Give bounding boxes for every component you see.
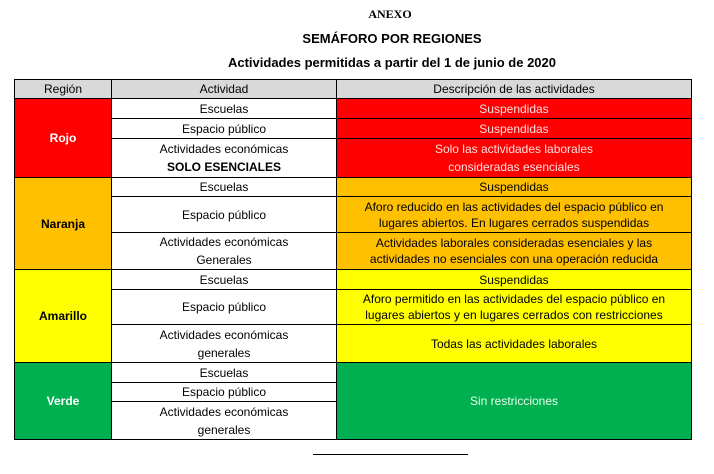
activity-label: Actividades económicas (159, 235, 289, 249)
activity-note: generales (197, 422, 251, 437)
description-cell: Solo las actividades laborales considera… (336, 138, 692, 178)
region-verde: Verde (14, 362, 112, 440)
description-cell: Aforo reducido en las actividades del es… (336, 196, 692, 233)
document-subtitle: Actividades permitidas a partir del 1 de… (227, 55, 556, 70)
region-amarillo: Amarillo (14, 269, 112, 363)
activity-note: Generales (196, 253, 252, 267)
column-header-activity: Actividad (111, 79, 337, 99)
activity-label: Actividades económicas (159, 142, 289, 156)
table-row: Verde Escuelas Sin restricciones (14, 362, 692, 440)
activity-cell: Actividades económicas Generales (111, 232, 337, 270)
activity-note: SOLO ESENCIALES (166, 160, 282, 174)
description-cell: Suspendidas (336, 269, 692, 290)
table-row: Amarillo Escuelas Suspendidas (14, 269, 692, 363)
column-header-description: Descripción de las actividades (336, 79, 692, 99)
table-header-row: Región Actividad Descripción de las acti… (14, 79, 692, 99)
description-cell: Actividades laborales consideradas esenc… (336, 232, 692, 270)
description-cell: Suspendidas (336, 177, 692, 197)
table-row: Naranja Escuelas Suspendidas (14, 177, 692, 270)
activity-note: generales (197, 345, 251, 360)
activity-cell: Espacio público (111, 289, 337, 325)
activity-cell: Escuelas (111, 98, 337, 119)
activity-cell: Actividades económicas generales (111, 324, 337, 363)
table-row: Actividades económicas generales (15, 401, 692, 440)
activity-cell: Escuelas (111, 177, 337, 197)
activity-cell: Escuelas (111, 362, 337, 383)
table-row: Actividades económicas generales Todas l… (15, 324, 692, 363)
description-cell: Aforo permitido en las actividades del e… (336, 289, 692, 325)
activity-cell: Actividades económicas SOLO ESENCIALES (111, 138, 337, 178)
activity-cell: Espacio público (111, 196, 337, 233)
column-header-region: Región (14, 79, 112, 99)
document-title: SEMÁFORO POR REGIONES (302, 31, 482, 46)
annex-label: ANEXO (368, 7, 412, 21)
activity-cell: Escuelas (111, 269, 337, 290)
table-row: Actividades económicas Generales Activid… (15, 232, 692, 270)
table-row: Rojo Escuelas Suspendidas (14, 98, 692, 178)
description-cell: Suspendidas (336, 98, 692, 119)
traffic-light-table: Región Actividad Descripción de las acti… (14, 79, 692, 440)
region-rojo: Rojo (14, 98, 112, 178)
description-line: consideradas esenciales (448, 160, 580, 174)
table-row: Espacio público Aforo reducido en las ac… (15, 196, 692, 233)
description-cell: Suspendidas (336, 118, 692, 139)
activity-cell: Espacio público (111, 118, 337, 139)
description-line: Solo las actividades laborales (434, 142, 594, 156)
table-row: Actividades económicas SOLO ESENCIALES S… (15, 138, 692, 178)
description-cell: Sin restricciones (336, 362, 692, 440)
region-naranja: Naranja (14, 177, 112, 270)
activity-label: Actividades económicas (159, 327, 289, 342)
description-cell: Todas las actividades laborales (336, 324, 692, 363)
activity-label: Actividades económicas (159, 404, 289, 419)
table-row: Espacio público Suspendidas (15, 118, 692, 139)
table-row: Espacio público (15, 382, 692, 402)
activity-cell: Espacio público (111, 382, 337, 402)
table-row: Espacio público Aforo permitido en las a… (15, 289, 692, 325)
footnote-divider (313, 454, 468, 455)
activity-cell: Actividades económicas generales (111, 401, 337, 440)
